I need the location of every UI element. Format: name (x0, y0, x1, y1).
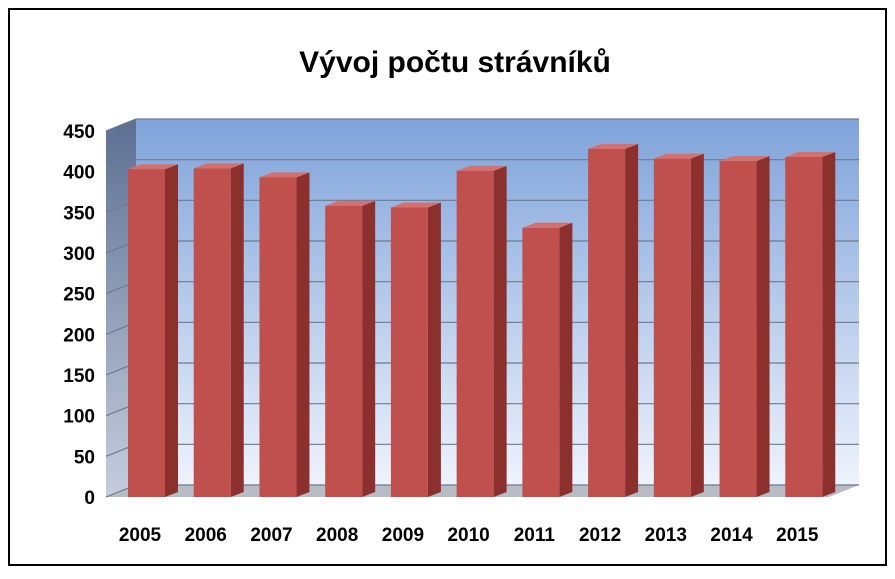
bar-top (128, 164, 178, 170)
x-tick-label: 2015 (776, 525, 819, 546)
bar-top (259, 172, 310, 178)
y-tick-label: 400 (63, 163, 95, 184)
bar-top (325, 200, 376, 206)
bar-top (653, 153, 704, 159)
y-tick-label: 150 (63, 366, 95, 387)
bar-side (625, 143, 639, 498)
x-tick-label: 2006 (185, 525, 227, 546)
bar-top (390, 202, 441, 208)
bar-side (559, 222, 573, 497)
bar (259, 177, 297, 498)
bar (785, 157, 823, 497)
bar (719, 161, 757, 498)
bar (128, 169, 165, 497)
x-tick-label: 2005 (119, 525, 162, 546)
y-tick-label: 450 (63, 122, 95, 143)
x-tick-label: 2007 (250, 525, 292, 546)
x-tick-label: 2009 (382, 525, 424, 546)
grid-line (105, 118, 859, 132)
y-tick-label: 200 (63, 325, 95, 346)
bar-top (588, 143, 639, 149)
x-tick-label: 2011 (514, 525, 556, 546)
x-tick-label: 2008 (316, 525, 358, 546)
bar (522, 227, 560, 497)
bar-side (362, 200, 376, 497)
bar-top (785, 152, 836, 158)
bar-top (719, 156, 770, 162)
bar-side (756, 156, 770, 498)
chart-title: Vývoj počtu strávníků (299, 46, 611, 79)
y-tick-label: 0 (84, 488, 95, 509)
bar-top (522, 222, 573, 228)
bar (456, 170, 494, 497)
x-tick-label: 2010 (447, 525, 489, 546)
bar-side (822, 152, 836, 497)
x-tick-label: 2013 (645, 525, 687, 546)
x-tick-label: 2012 (579, 525, 621, 546)
y-tick-label: 100 (63, 407, 95, 428)
bar (653, 158, 691, 498)
bar-side (230, 163, 244, 497)
x-tick-label: 2014 (710, 525, 753, 546)
bar (193, 168, 231, 497)
bar-top (456, 165, 507, 171)
y-tick-label: 300 (63, 244, 95, 265)
bar (325, 205, 363, 497)
y-tick-label: 50 (74, 447, 95, 468)
y-tick-label: 350 (63, 203, 95, 224)
bar-side (493, 165, 507, 497)
bar (390, 207, 428, 497)
bar-side (427, 202, 441, 497)
bar-side (165, 164, 178, 497)
bar-side (296, 172, 310, 498)
bar (588, 148, 626, 498)
bar-side (690, 153, 704, 498)
y-tick-label: 250 (63, 285, 95, 306)
bar-top (193, 163, 244, 169)
